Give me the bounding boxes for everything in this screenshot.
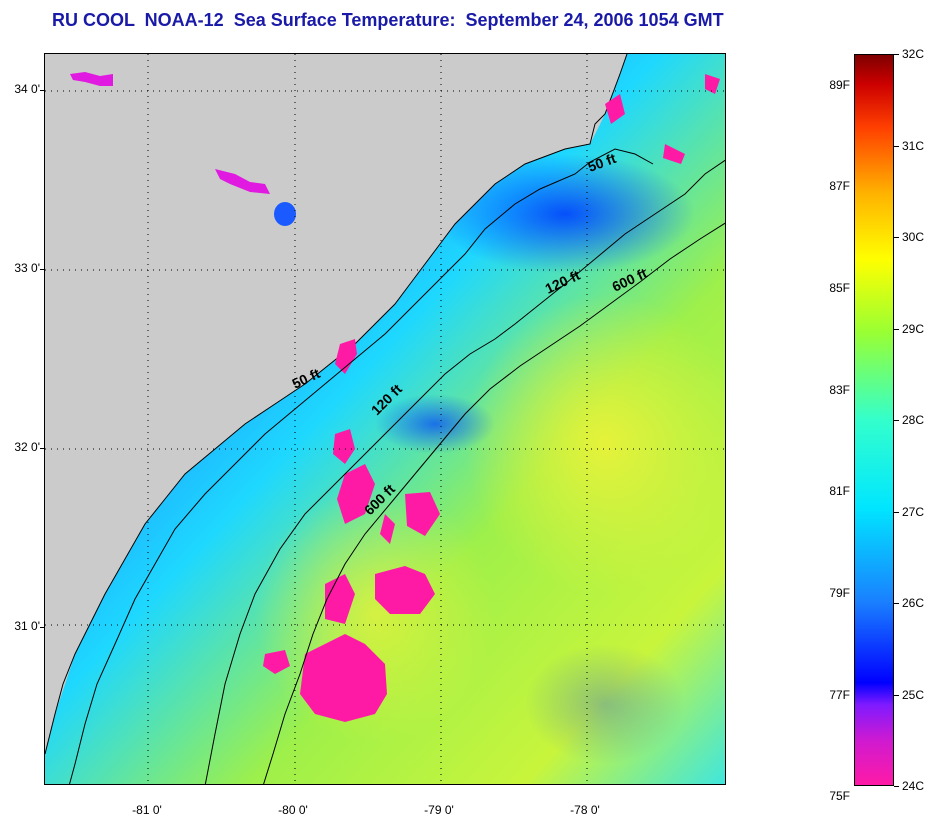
colorbar-tick (894, 328, 899, 330)
isobath-600ft-line (263, 222, 725, 784)
lat-label: 33 0' (14, 261, 40, 275)
temperature-colorbar (854, 54, 894, 786)
lon-label: -81 0' (132, 803, 162, 817)
lake-marion (215, 169, 270, 194)
lat-label: 34 0' (14, 82, 40, 96)
colorbar-celsius-label: 25C (902, 687, 925, 702)
sst-map[interactable]: 50 ft 50 ft 120 ft 120 ft 600 ft 600 ft (44, 53, 726, 785)
colorbar-celsius-label: 24C (902, 779, 925, 793)
colorbar-fahrenheit-label: 85F (829, 280, 850, 295)
lat-label: 32 0' (14, 440, 40, 454)
colorbar-tick (894, 237, 899, 238)
colorbar-tick (894, 694, 899, 696)
colorbar-fahrenheit-label: 77F (829, 687, 850, 702)
lat-label: 31 0' (14, 619, 40, 633)
map-title: RU COOL NOAA-12 Sea Surface Temperature:… (52, 10, 724, 30)
lon-label: -80 0' (278, 803, 308, 817)
colorbar-tick (894, 145, 899, 147)
colorbar-celsius-label: 26C (902, 596, 925, 610)
colorbar-celsius-label: 28C (902, 413, 925, 427)
colorbar-fahrenheit-label: 89F (829, 77, 850, 92)
lat-tick (40, 269, 45, 270)
colorbar-tick (894, 511, 899, 513)
lat-tick (40, 448, 45, 449)
isobath-120ft-line (204, 159, 725, 784)
sst-map-canvas: 50 ft 50 ft 120 ft 120 ft 600 ft 600 ft (45, 54, 725, 784)
colorbar-fahrenheit-label: 79F (829, 585, 850, 600)
colorbar-tick (894, 603, 899, 604)
colorbar-celsius-label: 29C (902, 321, 925, 336)
lake-moultrie (274, 202, 296, 226)
lat-tick (40, 90, 45, 91)
lon-label: -79 0' (424, 803, 454, 817)
land-area (45, 54, 627, 754)
colorbar-celsius-label: 27C (902, 504, 925, 519)
lon-label: -78 0' (570, 803, 600, 817)
colorbar-fahrenheit-label: 87F (829, 179, 850, 194)
colorbar-celsius-label: 30C (902, 230, 925, 244)
isobath-50ft-line (69, 148, 654, 784)
inland-water-nw (70, 72, 113, 86)
colorbar-tick (894, 786, 899, 787)
colorbar-tick (894, 54, 899, 55)
colorbar-fahrenheit-label: 75F (829, 789, 850, 804)
lat-tick (40, 627, 45, 628)
colorbar-celsius-label: 31C (902, 138, 925, 153)
colorbar-fahrenheit-label: 81F (829, 484, 850, 499)
cloud-mask (263, 74, 720, 722)
colorbar-tick (894, 420, 899, 421)
colorbar-fahrenheit-label: 83F (829, 382, 850, 397)
colorbar-celsius-label: 32C (902, 47, 925, 61)
graticule (45, 54, 725, 784)
